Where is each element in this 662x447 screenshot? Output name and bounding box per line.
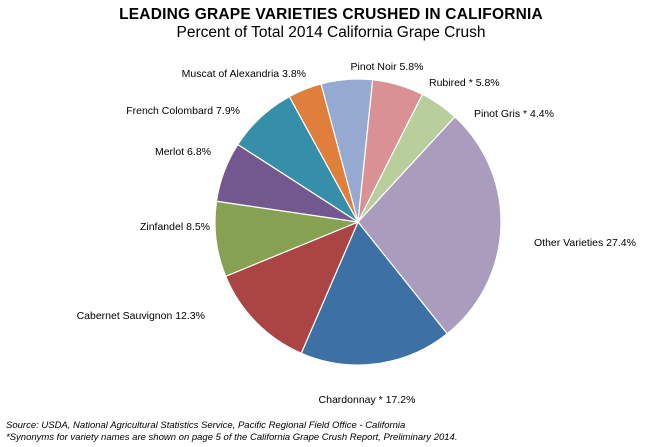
pie-slice-muscat-of-alexandria	[288, 83, 359, 223]
slice-label-pinot-noir: Pinot Noir 5.8%	[351, 61, 424, 73]
slice-label-pinot-gris: Pinot Gris * 4.4%	[474, 108, 554, 120]
source-footnote: Source: USDA, National Agricultural Stat…	[6, 420, 406, 431]
pie-slice-other-varieties	[357, 115, 502, 335]
chart-subtitle: Percent of Total 2014 California Grape C…	[176, 24, 486, 41]
slice-label-cabernet-sauvignon: Cabernet Sauvignon 12.3%	[77, 310, 205, 322]
slice-label-muscat-of-alexandria: Muscat of Alexandria 3.8%	[182, 68, 306, 80]
slice-label-chardonnay: Chardonnay * 17.2%	[319, 394, 416, 406]
slice-label-rubired: Rubired * 5.8%	[429, 77, 500, 89]
pie-slices	[214, 78, 502, 366]
slice-label-merlot: Merlot 6.8%	[155, 146, 211, 158]
pie-slice-cabernet-sauvignon	[224, 220, 360, 355]
pie-slice-chardonnay	[300, 220, 449, 366]
slice-label-french-colombard: French Colombard 7.9%	[126, 105, 240, 117]
synonym-footnote: *Synonyms for variety names are shown on…	[6, 432, 458, 443]
chart-title: LEADING GRAPE VARIETIES CRUSHED IN CALIF…	[119, 6, 543, 23]
slice-label-zinfandel: Zinfandel 8.5%	[140, 221, 210, 233]
slice-label-other-varieties: Other Varieties 27.4%	[534, 237, 636, 249]
pie-labels: Pinot Noir 5.8% Rubired * 5.8% Pinot Gris …	[77, 61, 636, 406]
